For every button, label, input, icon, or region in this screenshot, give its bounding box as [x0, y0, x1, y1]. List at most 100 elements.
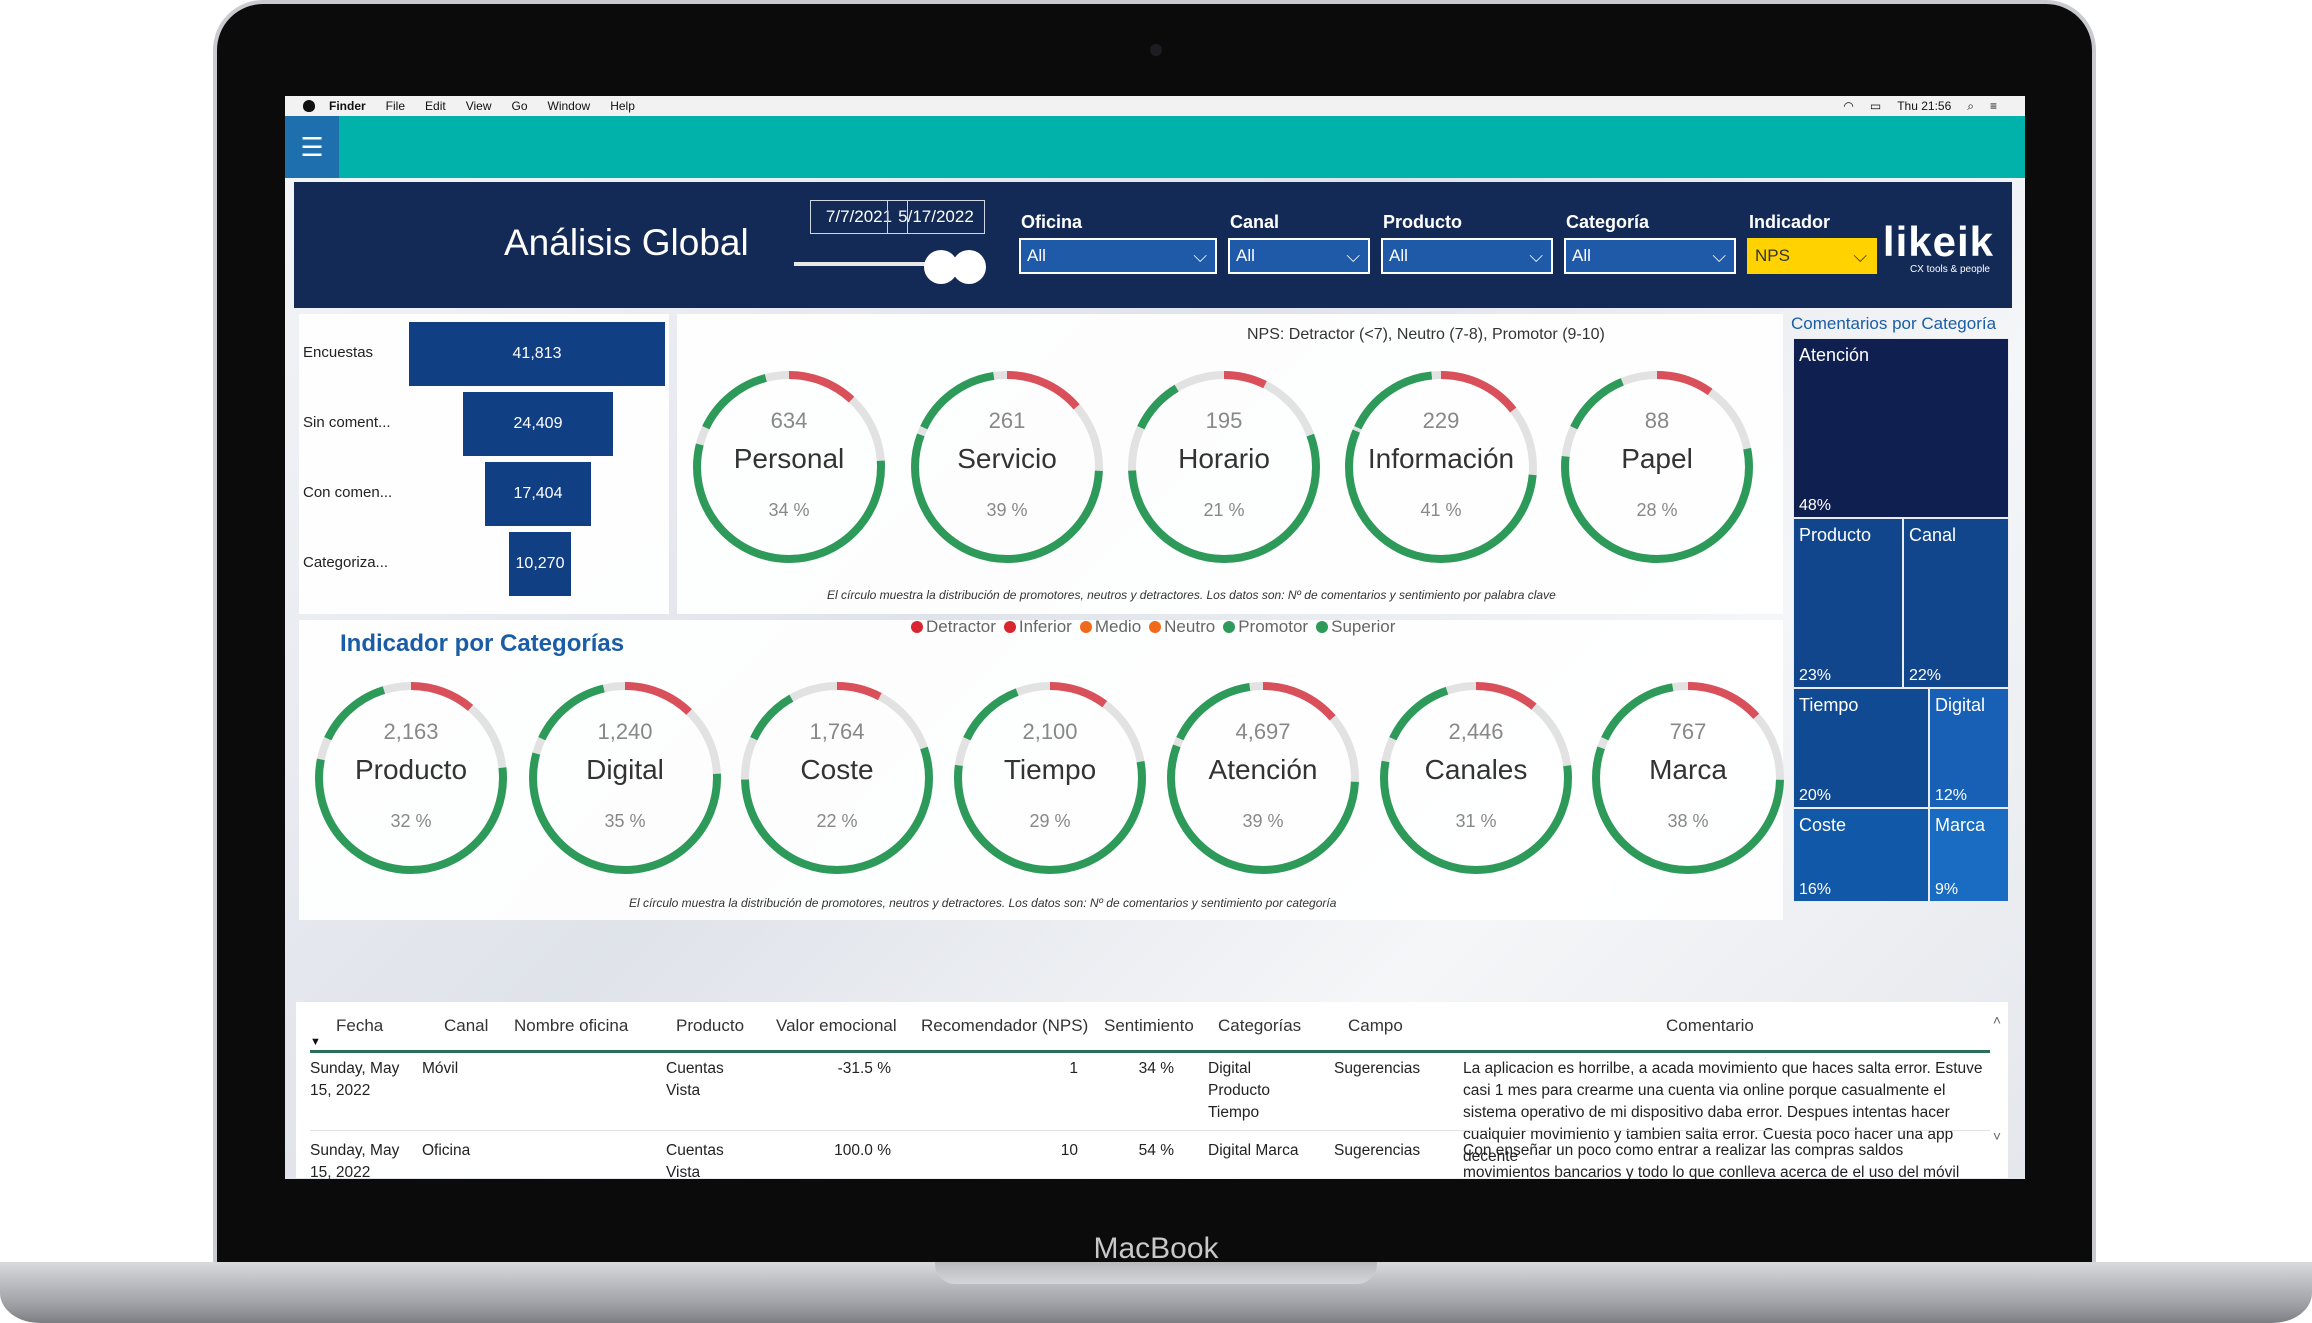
filter-producto-select[interactable]: All ⌵ [1381, 238, 1553, 274]
chevron-down-icon: ⌵ [1193, 246, 1207, 266]
treemap-cell-digital[interactable]: Digital 12% [1929, 688, 2009, 808]
treemap-cell-coste[interactable]: Coste 16% [1793, 808, 1929, 902]
wifi-icon[interactable]: ◠ [1843, 99, 1854, 113]
donut-detractor-arc [741, 682, 933, 874]
brand-logo: likeik [1882, 218, 1994, 265]
menu-help[interactable]: Help [610, 99, 635, 113]
table-header-comentario[interactable]: Comentario [1666, 1016, 1754, 1035]
donut-chart[interactable]: 1,764 Coste 22 % [739, 680, 935, 876]
table-header-fecha[interactable]: Fecha [336, 1016, 384, 1035]
donut-percent: 39 % [986, 500, 1028, 521]
menu-finder[interactable]: Finder [329, 99, 366, 113]
filter-indicador-select[interactable]: NPS ⌵ [1747, 238, 1877, 274]
search-icon[interactable]: ⌕ [1967, 98, 1974, 113]
table-header-canal[interactable]: Canal [444, 1016, 489, 1035]
donut-chart[interactable]: 2,446 Canales 31 % [1378, 680, 1574, 876]
date-start-input[interactable]: 7/7/2021 [810, 200, 908, 234]
cell-line: Vista [666, 1082, 701, 1099]
table-header-producto[interactable]: Producto [676, 1016, 745, 1035]
cell-fecha: Sunday, May 15, 2022 [310, 1058, 399, 1102]
menu-go[interactable]: Go [511, 99, 528, 113]
funnel-row[interactable]: Encuestas 41,813 [299, 322, 669, 386]
menu-file[interactable]: File [385, 99, 406, 113]
notification-center-icon[interactable]: ≡ [1989, 99, 1997, 113]
cell-producto: Vista [666, 1164, 701, 1179]
table-header-campo[interactable]: Campo [1348, 1016, 1403, 1035]
scroll-up-icon[interactable]: ˄ [1992, 1012, 2002, 1028]
donut-percent: 39 % [1242, 811, 1284, 832]
apple-icon[interactable] [303, 100, 315, 112]
hamburger-menu-icon[interactable]: ☰ [285, 116, 339, 178]
donut-chart[interactable]: 229 Información 41 % [1343, 369, 1539, 565]
donut-chart[interactable]: 261 Servicio 39 % [909, 369, 1105, 565]
laptop-notch [935, 1262, 1377, 1284]
donut-count: 88 [1644, 408, 1670, 434]
funnel-bar: 10,270 [509, 532, 571, 596]
app-top-bar [285, 116, 2025, 178]
funnel-row[interactable]: Sin coment... 24,409 [299, 392, 669, 456]
donut-ring [315, 682, 507, 874]
treemap-cell-producto[interactable]: Producto 23% [1793, 518, 1903, 688]
treemap-cell-canal[interactable]: Canal 22% [1903, 518, 2009, 688]
table-header-oficina[interactable]: Nombre oficina [514, 1016, 629, 1035]
treemap-cell-atencion[interactable]: Atención 48% [1793, 338, 2009, 518]
funnel-row[interactable]: Categoriza... 10,270 [299, 532, 669, 596]
table-header-categorias[interactable]: Categorías [1218, 1016, 1302, 1035]
legend-item[interactable]: Inferior [1003, 617, 1072, 637]
donut-promotor-arc [1128, 371, 1320, 563]
clock[interactable]: Thu 21:56 [1897, 99, 1952, 113]
treemap-title: Comentarios por Categoría [1791, 314, 1997, 333]
donut-chart[interactable]: 4,697 Atención 39 % [1165, 680, 1361, 876]
donut-chart[interactable]: 195 Horario 21 % [1126, 369, 1322, 565]
menu-edit[interactable]: Edit [425, 99, 446, 113]
sort-desc-icon[interactable]: ▼ [310, 1036, 321, 1048]
date-end-input[interactable]: 5/17/2022 [887, 200, 985, 234]
date-range-slider[interactable] [794, 262, 944, 266]
slider-handle-end[interactable] [952, 250, 986, 284]
donut-percent: 38 % [1667, 811, 1709, 832]
filter-categoria-select[interactable]: All ⌵ [1564, 238, 1736, 274]
cell-nps: 1 [1069, 1060, 1078, 1077]
donut-chart[interactable]: 2,100 Tiempo 29 % [952, 680, 1148, 876]
menu-window[interactable]: Window [547, 99, 591, 113]
donut-chart[interactable]: 634 Personal 34 % [691, 369, 887, 565]
treemap-cell-tiempo[interactable]: Tiempo 20% [1793, 688, 1929, 808]
filter-oficina-select[interactable]: All ⌵ [1019, 238, 1217, 274]
treemap-cell-marca[interactable]: Marca 9% [1929, 808, 2009, 902]
donut-ring [1380, 682, 1572, 874]
cell-line: Producto [1208, 1082, 1271, 1099]
legend-item[interactable]: Medio [1079, 617, 1141, 637]
section-title: Indicador por Categorías [340, 630, 625, 657]
donut-chart[interactable]: 88 Papel 28 % [1559, 369, 1755, 565]
table-header-nps[interactable]: Recomendador (NPS) [921, 1016, 1089, 1035]
donut-count: 767 [1669, 719, 1707, 745]
treemap-cell-label: Canal [1909, 525, 1957, 545]
legend-item[interactable]: Promotor [1223, 617, 1308, 637]
scroll-down-icon[interactable]: ˅ [1992, 1128, 2002, 1144]
donut-ring [1128, 371, 1320, 563]
donut-label: Atención [1208, 754, 1318, 786]
legend-item[interactable]: Superior [1316, 617, 1395, 637]
legend-item[interactable]: Neutro [1149, 617, 1215, 637]
treemap-cell-pct: 22% [1909, 667, 1942, 684]
legend-item[interactable]: Detractor [911, 617, 996, 637]
cell-line: Tiempo [1208, 1104, 1260, 1121]
funnel-row[interactable]: Con comen... 17,404 [299, 462, 669, 526]
table-scrollbar[interactable]: ˄ ˅ [1990, 1012, 2004, 1162]
filter-indicador-label: Indicador [1749, 212, 1831, 232]
filter-canal-select[interactable]: All ⌵ [1228, 238, 1370, 274]
donut-detractor-arc [1128, 371, 1320, 563]
donut-promotor-arc [1592, 682, 1784, 874]
donut-chart[interactable]: 2,163 Producto 32 % [313, 680, 509, 876]
cell-canal: Oficina [422, 1142, 471, 1159]
menu-view[interactable]: View [465, 99, 492, 113]
donut-ring [741, 682, 933, 874]
donut-chart[interactable]: 767 Marca 38 % [1590, 680, 1786, 876]
cell-line: Sunday, May [310, 1060, 400, 1077]
battery-icon[interactable]: ▭ [1869, 99, 1882, 113]
treemap-cell-label: Coste [1799, 815, 1847, 835]
cell-producto: Cuentas Vista [666, 1058, 724, 1102]
table-header-sentimiento[interactable]: Sentimiento [1104, 1016, 1194, 1035]
table-header-valor[interactable]: Valor emocional [776, 1016, 897, 1035]
donut-chart[interactable]: 1,240 Digital 35 % [527, 680, 723, 876]
